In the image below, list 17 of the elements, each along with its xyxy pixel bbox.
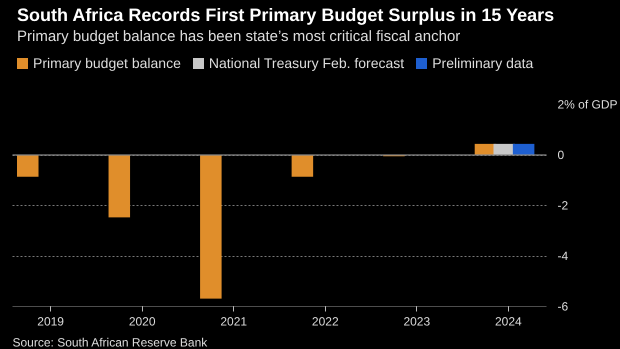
x-tick-label: 2020 (128, 314, 156, 328)
y-tick-label: -2 (558, 198, 568, 212)
x-tick-label: 2019 (37, 314, 64, 328)
x-tick-label: 2024 (495, 314, 522, 328)
y-tick-label: 2% of GDP (558, 98, 618, 112)
chart-title: South Africa Records First Primary Budget Surplus in 15 Years (17, 5, 554, 26)
y-tick-label: -6 (558, 300, 568, 314)
y-tick-label: -4 (558, 249, 568, 263)
legend-label: Primary budget balance (32, 55, 181, 71)
chart-subtitle: Primary budget balance has been state’s most critical fiscal anchor (17, 28, 462, 45)
source-note: Source: South African Reserve Bank (12, 336, 208, 349)
x-tick-label: 2021 (220, 314, 248, 328)
x-tick-label: 2022 (312, 314, 339, 328)
legend-label: National Treasury Feb. forecast (208, 55, 404, 71)
legend-label: Preliminary data (431, 55, 534, 71)
y-tick-label: 0 (558, 148, 564, 162)
x-tick-label: 2023 (403, 314, 430, 328)
